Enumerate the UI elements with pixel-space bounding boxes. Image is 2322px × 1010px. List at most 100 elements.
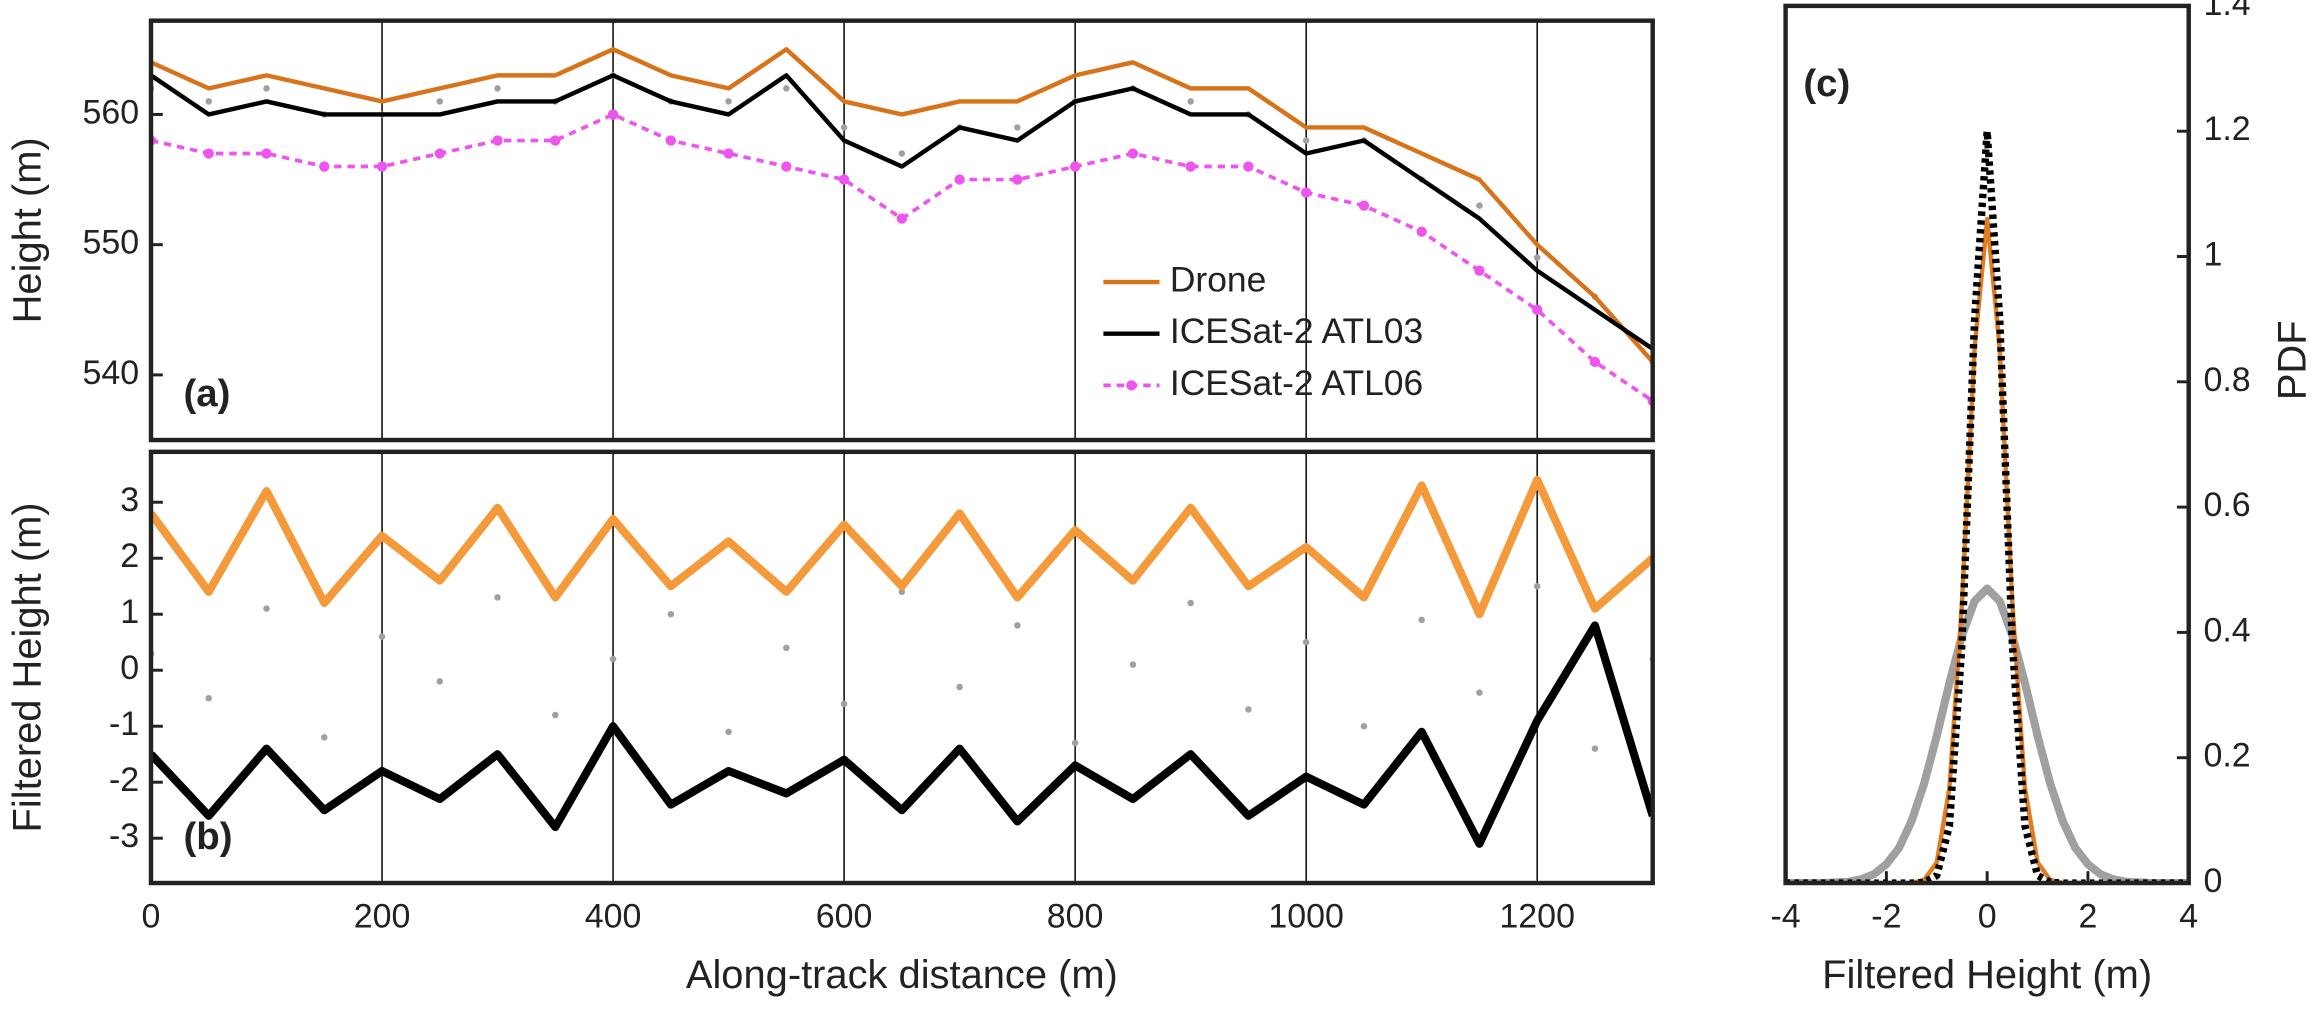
x-tick-label: 600 [816, 897, 873, 935]
x-tick-label: 1000 [1268, 897, 1344, 935]
data-point [494, 594, 501, 601]
axes-frame [148, 18, 1655, 443]
y-tick-label: 540 [83, 354, 140, 392]
marker [781, 161, 792, 172]
panel-label: (b) [183, 815, 232, 858]
data-point [1014, 622, 1021, 629]
marker [492, 135, 503, 146]
axes-frame [148, 449, 1655, 886]
panel-label: (c) [1803, 62, 1850, 105]
data-point [263, 85, 270, 92]
data-point [1302, 638, 1310, 646]
marker [1012, 174, 1023, 185]
data-point [494, 85, 501, 92]
x-tick-label: 0 [1978, 897, 1997, 935]
series-group [150, 475, 1653, 848]
data-point [1302, 137, 1310, 144]
data-point [898, 588, 906, 596]
series-group [150, 47, 1653, 407]
y-tick-label: 0.2 [2203, 737, 2250, 775]
y-tick-label: 0.6 [2203, 486, 2250, 524]
marker [550, 135, 561, 146]
marker [665, 135, 676, 146]
legend-marker [1126, 380, 1137, 391]
data-point [263, 605, 270, 612]
legend-label: ICESat-2 ATL06 [1170, 363, 1423, 403]
data-point [1591, 745, 1599, 752]
x-tick-label: 800 [1047, 897, 1104, 935]
marker [1416, 226, 1427, 237]
y-tick-label: 0.8 [2203, 361, 2250, 399]
series-line [1785, 216, 2189, 884]
marker [203, 148, 214, 159]
series-group [1785, 127, 2189, 884]
x-tick-label: 200 [354, 897, 411, 935]
y-tick-label: 1.2 [2203, 110, 2250, 148]
y-tick-label: -1 [109, 705, 139, 743]
data-point [1245, 706, 1252, 713]
data-point [1476, 689, 1483, 696]
data-point [205, 98, 213, 105]
legend-label: Drone [1170, 259, 1266, 299]
data-point [205, 694, 213, 702]
marker [1589, 356, 1601, 368]
data-point [552, 711, 559, 719]
data-point [898, 150, 906, 157]
y-tick-label: -2 [109, 761, 139, 799]
y-tick-label: 0 [2203, 862, 2222, 900]
y-axis-label: Height (m) [5, 137, 49, 323]
y-tick-label: 1 [120, 593, 139, 631]
marker [1069, 161, 1081, 172]
data-point [840, 124, 848, 131]
marker [1127, 148, 1139, 159]
y-tick-label: 2 [120, 537, 139, 575]
marker [954, 174, 965, 185]
marker [1358, 200, 1370, 211]
data-point [956, 683, 963, 691]
data-point [378, 633, 386, 640]
data-point [436, 678, 444, 685]
x-tick-label: 4 [2179, 897, 2198, 935]
x-tick-label: -2 [1871, 897, 1901, 935]
data-point [1071, 739, 1079, 747]
marker [434, 148, 445, 159]
series-line [150, 621, 1653, 848]
marker [1185, 161, 1196, 172]
marker [1243, 161, 1254, 172]
marker [1532, 304, 1543, 315]
x-axis-label: Along-track distance (m) [686, 953, 1118, 997]
y-axis-label: PDF [2271, 320, 2315, 400]
data-point [321, 734, 328, 741]
data-point [783, 85, 790, 92]
y-tick-label: 0 [120, 649, 139, 687]
marker [1474, 265, 1485, 276]
data-point [1129, 661, 1137, 668]
data-point [783, 644, 790, 652]
data-point [725, 728, 732, 736]
series-line [150, 73, 1653, 351]
x-tick-label: 1200 [1499, 897, 1575, 935]
data-point [1187, 98, 1194, 105]
series-line [1785, 584, 2189, 884]
y-tick-label: 1.4 [2203, 0, 2250, 23]
y-tick-label: 550 [83, 224, 140, 262]
marker [838, 174, 850, 185]
x-tick-label: 2 [2078, 897, 2097, 935]
data-point [609, 655, 617, 663]
series-line [150, 475, 1653, 619]
y-axis-label: Filtered Height (m) [5, 502, 49, 832]
data-point [1360, 722, 1368, 730]
panel: -3 -2 -1 0 1 2 3 0 200 400 600 800 1000 1200 (b) Filter… [5, 449, 1655, 997]
x-tick-label: 400 [585, 897, 642, 935]
x-tick-label: 0 [142, 897, 161, 935]
data-point [725, 98, 732, 105]
panel: 540 550 560 (a) Height (m) Drone ICESat-2 ATL0… [5, 18, 1655, 443]
data-point [1187, 599, 1194, 607]
data-point [436, 98, 444, 105]
y-tick-label: 560 [83, 93, 140, 131]
y-tick-label: 1 [2203, 235, 2222, 273]
marker [376, 161, 388, 172]
marker [896, 213, 908, 224]
x-axis-label: Filtered Height (m) [1822, 953, 2152, 997]
